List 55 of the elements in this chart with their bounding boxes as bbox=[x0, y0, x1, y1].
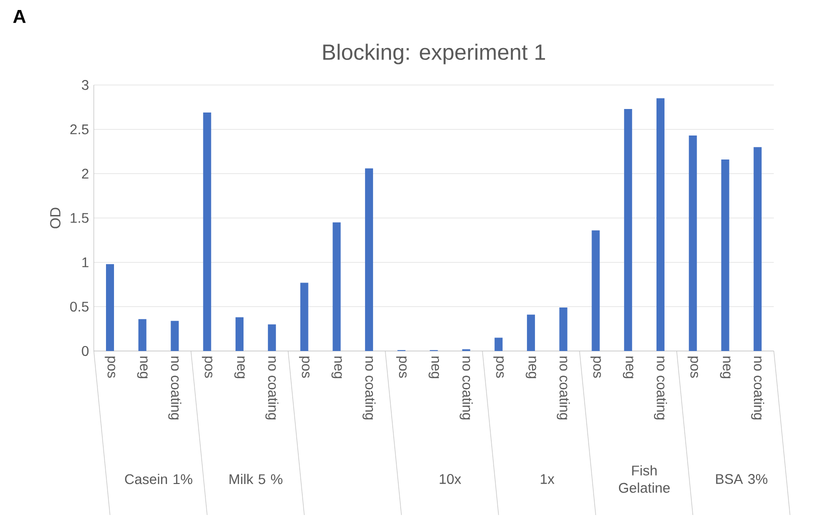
x-tick-label: pos bbox=[688, 356, 698, 378]
x-tick-label: neg bbox=[234, 356, 245, 378]
x-tick-label: neg bbox=[137, 356, 148, 378]
bar bbox=[332, 222, 341, 351]
y-tick-label: 1.5 bbox=[70, 213, 89, 223]
bar bbox=[170, 320, 179, 351]
x-tick-label: pos bbox=[299, 356, 310, 378]
text: Casein 1% bbox=[125, 474, 192, 484]
chart-title: Blocking: experiment 1 bbox=[323, 44, 546, 64]
x-tick-label: no coating bbox=[654, 356, 668, 420]
text: 1x bbox=[540, 474, 554, 484]
bar bbox=[688, 136, 697, 351]
bar bbox=[494, 338, 503, 351]
x-tick-label: no coating bbox=[751, 356, 764, 420]
bar bbox=[624, 108, 632, 351]
bar bbox=[754, 147, 762, 351]
x-tick-label: no coating bbox=[556, 356, 570, 420]
bar bbox=[106, 264, 114, 351]
x-tick-label: no coating bbox=[362, 356, 376, 420]
x-tick-label: neg bbox=[428, 356, 440, 378]
bar bbox=[526, 314, 535, 351]
x-tick-label: no coating bbox=[460, 356, 473, 420]
bar bbox=[656, 98, 664, 351]
y-tick-label: 0 bbox=[82, 346, 89, 356]
x-tick-label: no coating bbox=[168, 356, 182, 420]
bar bbox=[559, 308, 568, 351]
x-tick-label: neg bbox=[526, 356, 536, 378]
x-tick-label: no coating bbox=[265, 356, 278, 420]
bar bbox=[300, 282, 308, 351]
x-tick-label: pos bbox=[396, 356, 407, 378]
y-axis-title: OD bbox=[50, 208, 60, 228]
x-tick-label: neg bbox=[720, 356, 730, 378]
y-tick-label: 0.5 bbox=[70, 302, 89, 312]
bar bbox=[592, 230, 600, 351]
text: A bbox=[13, 10, 26, 23]
x-tick-label: pos bbox=[493, 356, 504, 378]
bar bbox=[138, 319, 146, 351]
text: Milk 5 % bbox=[230, 474, 282, 484]
x-tick-label: neg bbox=[622, 356, 634, 378]
bar bbox=[721, 159, 730, 351]
text: BSA 3% bbox=[716, 474, 768, 484]
y-tick-label: 2 bbox=[82, 168, 88, 179]
text: Fish Gelatine bbox=[618, 465, 670, 493]
x-tick-label: neg bbox=[331, 356, 342, 378]
x-tick-label: pos bbox=[202, 356, 212, 378]
x-tick-label: pos bbox=[104, 356, 116, 378]
y-tick-label: 2.5 bbox=[70, 124, 89, 134]
x-tick-label: pos bbox=[590, 356, 601, 378]
bar bbox=[365, 168, 374, 351]
y-tick-label: 1 bbox=[82, 258, 88, 268]
bar bbox=[203, 112, 212, 351]
y-tick-label: 3 bbox=[82, 80, 88, 90]
text: 10x bbox=[440, 474, 462, 484]
bar bbox=[236, 317, 244, 351]
bar bbox=[268, 324, 276, 351]
